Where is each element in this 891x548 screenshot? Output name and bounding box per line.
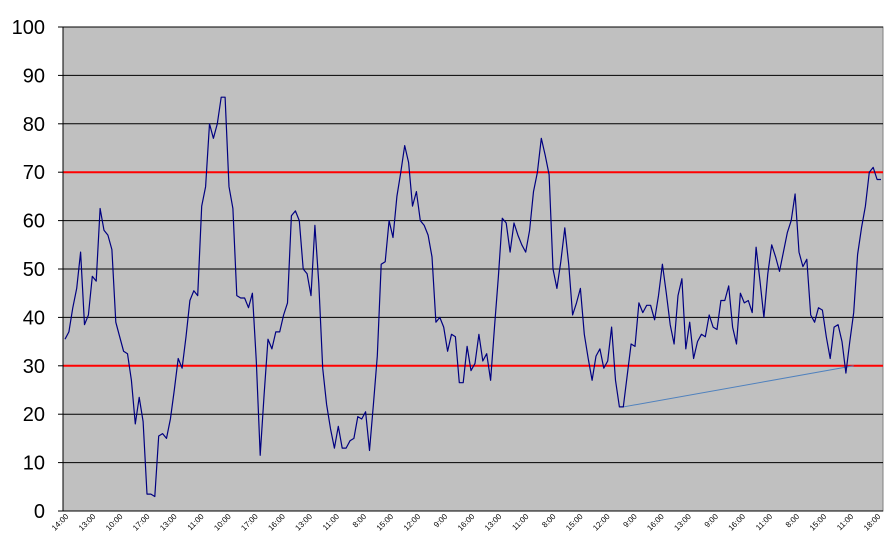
x-tick-label: 10:00 (212, 512, 233, 533)
x-tick-label: 16:00 (456, 512, 477, 533)
series-line (64, 96, 881, 498)
x-tick-label: 17:00 (239, 512, 260, 533)
x-tick-label: 8:00 (351, 512, 369, 530)
series-group (64, 96, 881, 498)
x-tick-label: 11:00 (754, 512, 774, 532)
x-tick-label: 13:00 (77, 512, 98, 533)
y-tick-label: 70 (23, 162, 45, 184)
y-tick-label: 60 (23, 211, 45, 233)
x-axis-tick-labels: 14:00 13:00 10:00 17:00 13:00 11:00 10:00 17:00… (50, 512, 883, 533)
y-axis-tick-labels: 0 10 20 30 40 50 60 70 80 90 100 (12, 17, 45, 523)
y-tick-label: 40 (23, 307, 45, 329)
x-tick-label: 16:00 (645, 512, 666, 533)
x-tick-label: 11:00 (835, 512, 855, 532)
trend-line (623, 365, 854, 408)
x-tick-label: 12:00 (402, 512, 423, 533)
y-tick-label: 0 (34, 501, 45, 523)
x-tick-label: 16:00 (727, 512, 748, 533)
x-tick-label: 15:00 (564, 512, 585, 533)
x-tick-label: 14:00 (50, 512, 71, 533)
y-tick-label: 100 (12, 17, 45, 39)
x-tick-label: 10:00 (104, 512, 125, 533)
x-tick-label: 12:00 (591, 512, 612, 533)
x-tick-label: 16:00 (266, 512, 287, 533)
trend-line-group (623, 365, 854, 408)
y-tick-label: 90 (23, 65, 45, 87)
x-tick-label: 11:00 (510, 512, 530, 532)
y-tick-label: 50 (23, 259, 45, 281)
x-tick-label: 9:00 (432, 512, 450, 530)
x-tick-label: 18:00 (862, 512, 883, 533)
y-tick-label: 30 (23, 356, 45, 378)
x-tick-label: 13:00 (483, 512, 504, 533)
x-tick-label: 13:00 (672, 512, 693, 533)
x-tick-label: 17:00 (131, 512, 152, 533)
x-tick-label: 11:00 (321, 512, 341, 532)
y-tick-label: 80 (23, 114, 45, 136)
x-tick-label: 8:00 (540, 512, 558, 530)
x-tick-label: 8:00 (784, 512, 802, 530)
y-tick-label: 20 (23, 404, 45, 426)
x-tick-label: 15:00 (375, 512, 396, 533)
x-tick-label: 9:00 (703, 512, 721, 530)
x-tick-label: 11:00 (186, 512, 206, 532)
x-tick-label: 15:00 (808, 512, 829, 533)
x-tick-label: 13:00 (158, 512, 179, 533)
y-tick-label: 10 (23, 453, 45, 475)
x-tick-label: 9:00 (621, 512, 639, 530)
x-tick-label: 13:00 (293, 512, 314, 533)
